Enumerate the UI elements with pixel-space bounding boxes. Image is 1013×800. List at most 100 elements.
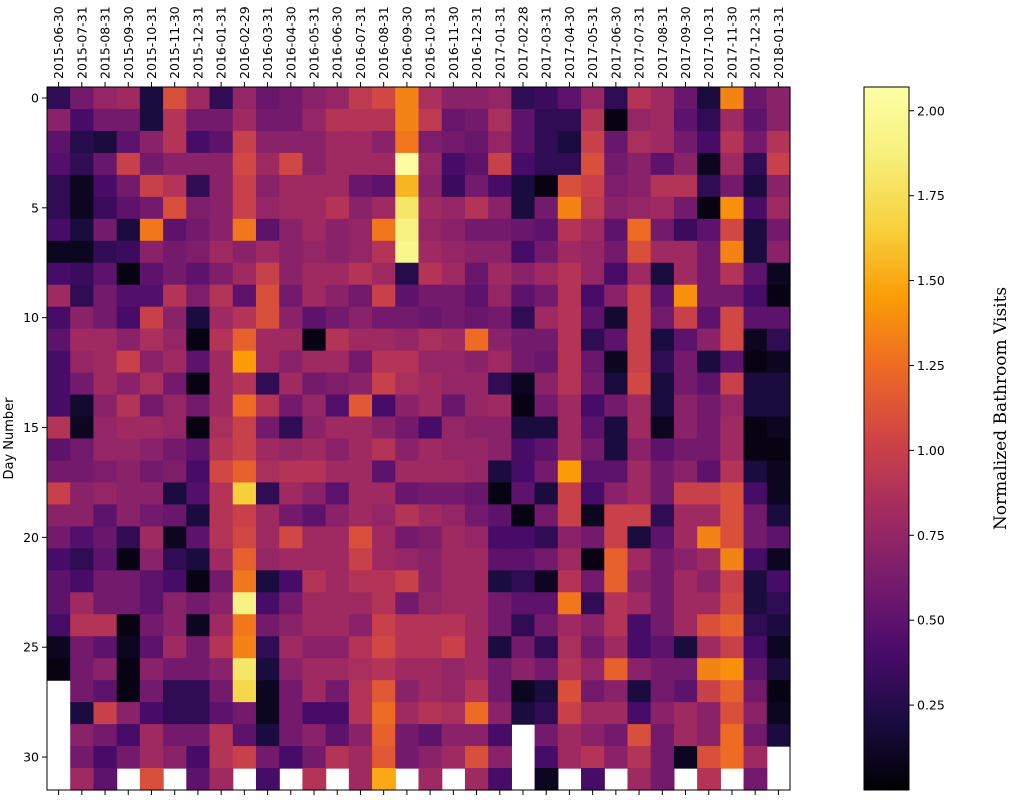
heatmap-cell bbox=[581, 636, 605, 659]
heatmap-cell bbox=[604, 724, 629, 747]
heatmap-cell bbox=[650, 702, 675, 725]
heatmap-cell bbox=[163, 372, 187, 396]
heatmap-cell bbox=[348, 526, 373, 549]
heatmap-cell bbox=[186, 262, 211, 286]
heatmap-cell bbox=[766, 218, 791, 242]
heatmap-cell bbox=[581, 614, 605, 637]
heatmap-cell bbox=[325, 438, 350, 462]
heatmap-cell bbox=[720, 504, 745, 527]
heatmap-cell bbox=[302, 702, 327, 725]
heatmap-cell bbox=[511, 284, 536, 308]
heatmap-cell bbox=[766, 438, 791, 462]
heatmap-cell bbox=[418, 482, 443, 506]
heatmap-cell bbox=[511, 614, 536, 637]
heatmap-cell bbox=[511, 218, 536, 242]
heatmap-cell bbox=[348, 614, 373, 637]
heatmap-cell bbox=[418, 702, 443, 725]
heatmap-cell bbox=[325, 328, 350, 352]
heatmap-cell bbox=[279, 460, 304, 484]
heatmap-cell bbox=[650, 416, 675, 440]
heatmap-cell bbox=[441, 680, 466, 703]
heatmap-cell bbox=[372, 372, 396, 396]
heatmap-cell bbox=[395, 680, 420, 703]
heatmap-cell bbox=[720, 262, 745, 286]
x-tick-label: 2016-12-31 bbox=[469, 6, 484, 79]
heatmap-cell bbox=[488, 724, 512, 747]
heatmap-cell bbox=[604, 196, 629, 220]
heatmap-cell bbox=[255, 350, 280, 374]
heatmap-cell bbox=[302, 416, 327, 440]
heatmap-cell bbox=[70, 152, 95, 176]
heatmap-cell bbox=[93, 746, 118, 769]
heatmap-cell bbox=[70, 394, 95, 418]
heatmap-cell bbox=[232, 328, 257, 352]
heatmap-cell bbox=[139, 658, 164, 681]
heatmap-cell bbox=[511, 152, 536, 176]
heatmap-cell bbox=[348, 372, 373, 396]
heatmap-cell bbox=[93, 460, 118, 484]
heatmap-cell bbox=[279, 87, 304, 110]
heatmap-cell bbox=[673, 746, 698, 769]
colorbar-label: Normalized Bathroom Visits bbox=[991, 287, 1011, 530]
heatmap-cell bbox=[604, 262, 629, 286]
heatmap-cell bbox=[325, 702, 350, 725]
heatmap-cell bbox=[93, 768, 118, 791]
x-tick-label: 2017-08-31 bbox=[655, 6, 670, 79]
heatmap-cell bbox=[627, 614, 652, 637]
heatmap-cell bbox=[627, 724, 652, 747]
heatmap-cell bbox=[557, 482, 582, 506]
heatmap-cell bbox=[720, 482, 745, 506]
heatmap-cell bbox=[70, 328, 95, 352]
heatmap-cell bbox=[464, 636, 489, 659]
heatmap-cell bbox=[395, 152, 420, 176]
heatmap-cell bbox=[534, 306, 559, 330]
heatmap-cell bbox=[139, 482, 164, 506]
heatmap-cell bbox=[604, 152, 629, 176]
heatmap-cell bbox=[348, 350, 373, 374]
heatmap-cell bbox=[743, 548, 768, 571]
heatmap-cell bbox=[372, 240, 396, 264]
heatmap-cell bbox=[255, 416, 280, 440]
heatmap-cell bbox=[766, 526, 791, 549]
heatmap-cell bbox=[348, 152, 373, 176]
heatmap-cell bbox=[139, 130, 164, 154]
heatmap-cell bbox=[209, 526, 234, 549]
heatmap-cell bbox=[441, 218, 466, 242]
heatmap-cell bbox=[488, 570, 512, 593]
heatmap-cell bbox=[279, 350, 304, 374]
heatmap-cell bbox=[604, 570, 629, 593]
heatmap-cell bbox=[255, 284, 280, 308]
heatmap-cell bbox=[673, 680, 698, 703]
heatmap-cell bbox=[604, 482, 629, 506]
heatmap-cell bbox=[604, 460, 629, 484]
heatmap-cell bbox=[348, 482, 373, 506]
heatmap-cell bbox=[348, 636, 373, 659]
heatmap-cell bbox=[93, 174, 118, 198]
heatmap-cell bbox=[627, 504, 652, 527]
x-tick-label: 2016-07-31 bbox=[353, 6, 368, 79]
heatmap-cell bbox=[604, 526, 629, 549]
heatmap-cell bbox=[604, 372, 629, 396]
heatmap-cell bbox=[395, 328, 420, 352]
heatmap-cell bbox=[488, 768, 512, 791]
x-tick-label: 2015-12-31 bbox=[190, 6, 205, 79]
heatmap-cell bbox=[604, 548, 629, 571]
heatmap-cell bbox=[488, 196, 512, 220]
heatmap-cell bbox=[743, 680, 768, 703]
heatmap-cell bbox=[581, 130, 605, 154]
heatmap-cell bbox=[511, 306, 536, 330]
heatmap-cell bbox=[139, 284, 164, 308]
heatmap-cell bbox=[697, 328, 721, 352]
heatmap-cell bbox=[93, 416, 118, 440]
heatmap-cell bbox=[557, 504, 582, 527]
heatmap-cell bbox=[627, 658, 652, 681]
heatmap-cell bbox=[488, 438, 512, 462]
heatmap-cell bbox=[255, 702, 280, 725]
heatmap-cell bbox=[163, 130, 187, 154]
heatmap-cell bbox=[93, 152, 118, 176]
heatmap-cell bbox=[534, 174, 559, 198]
heatmap-cell bbox=[139, 196, 164, 220]
heatmap-cell bbox=[441, 504, 466, 527]
heatmap-cell bbox=[302, 636, 327, 659]
heatmap-cell bbox=[209, 262, 234, 286]
